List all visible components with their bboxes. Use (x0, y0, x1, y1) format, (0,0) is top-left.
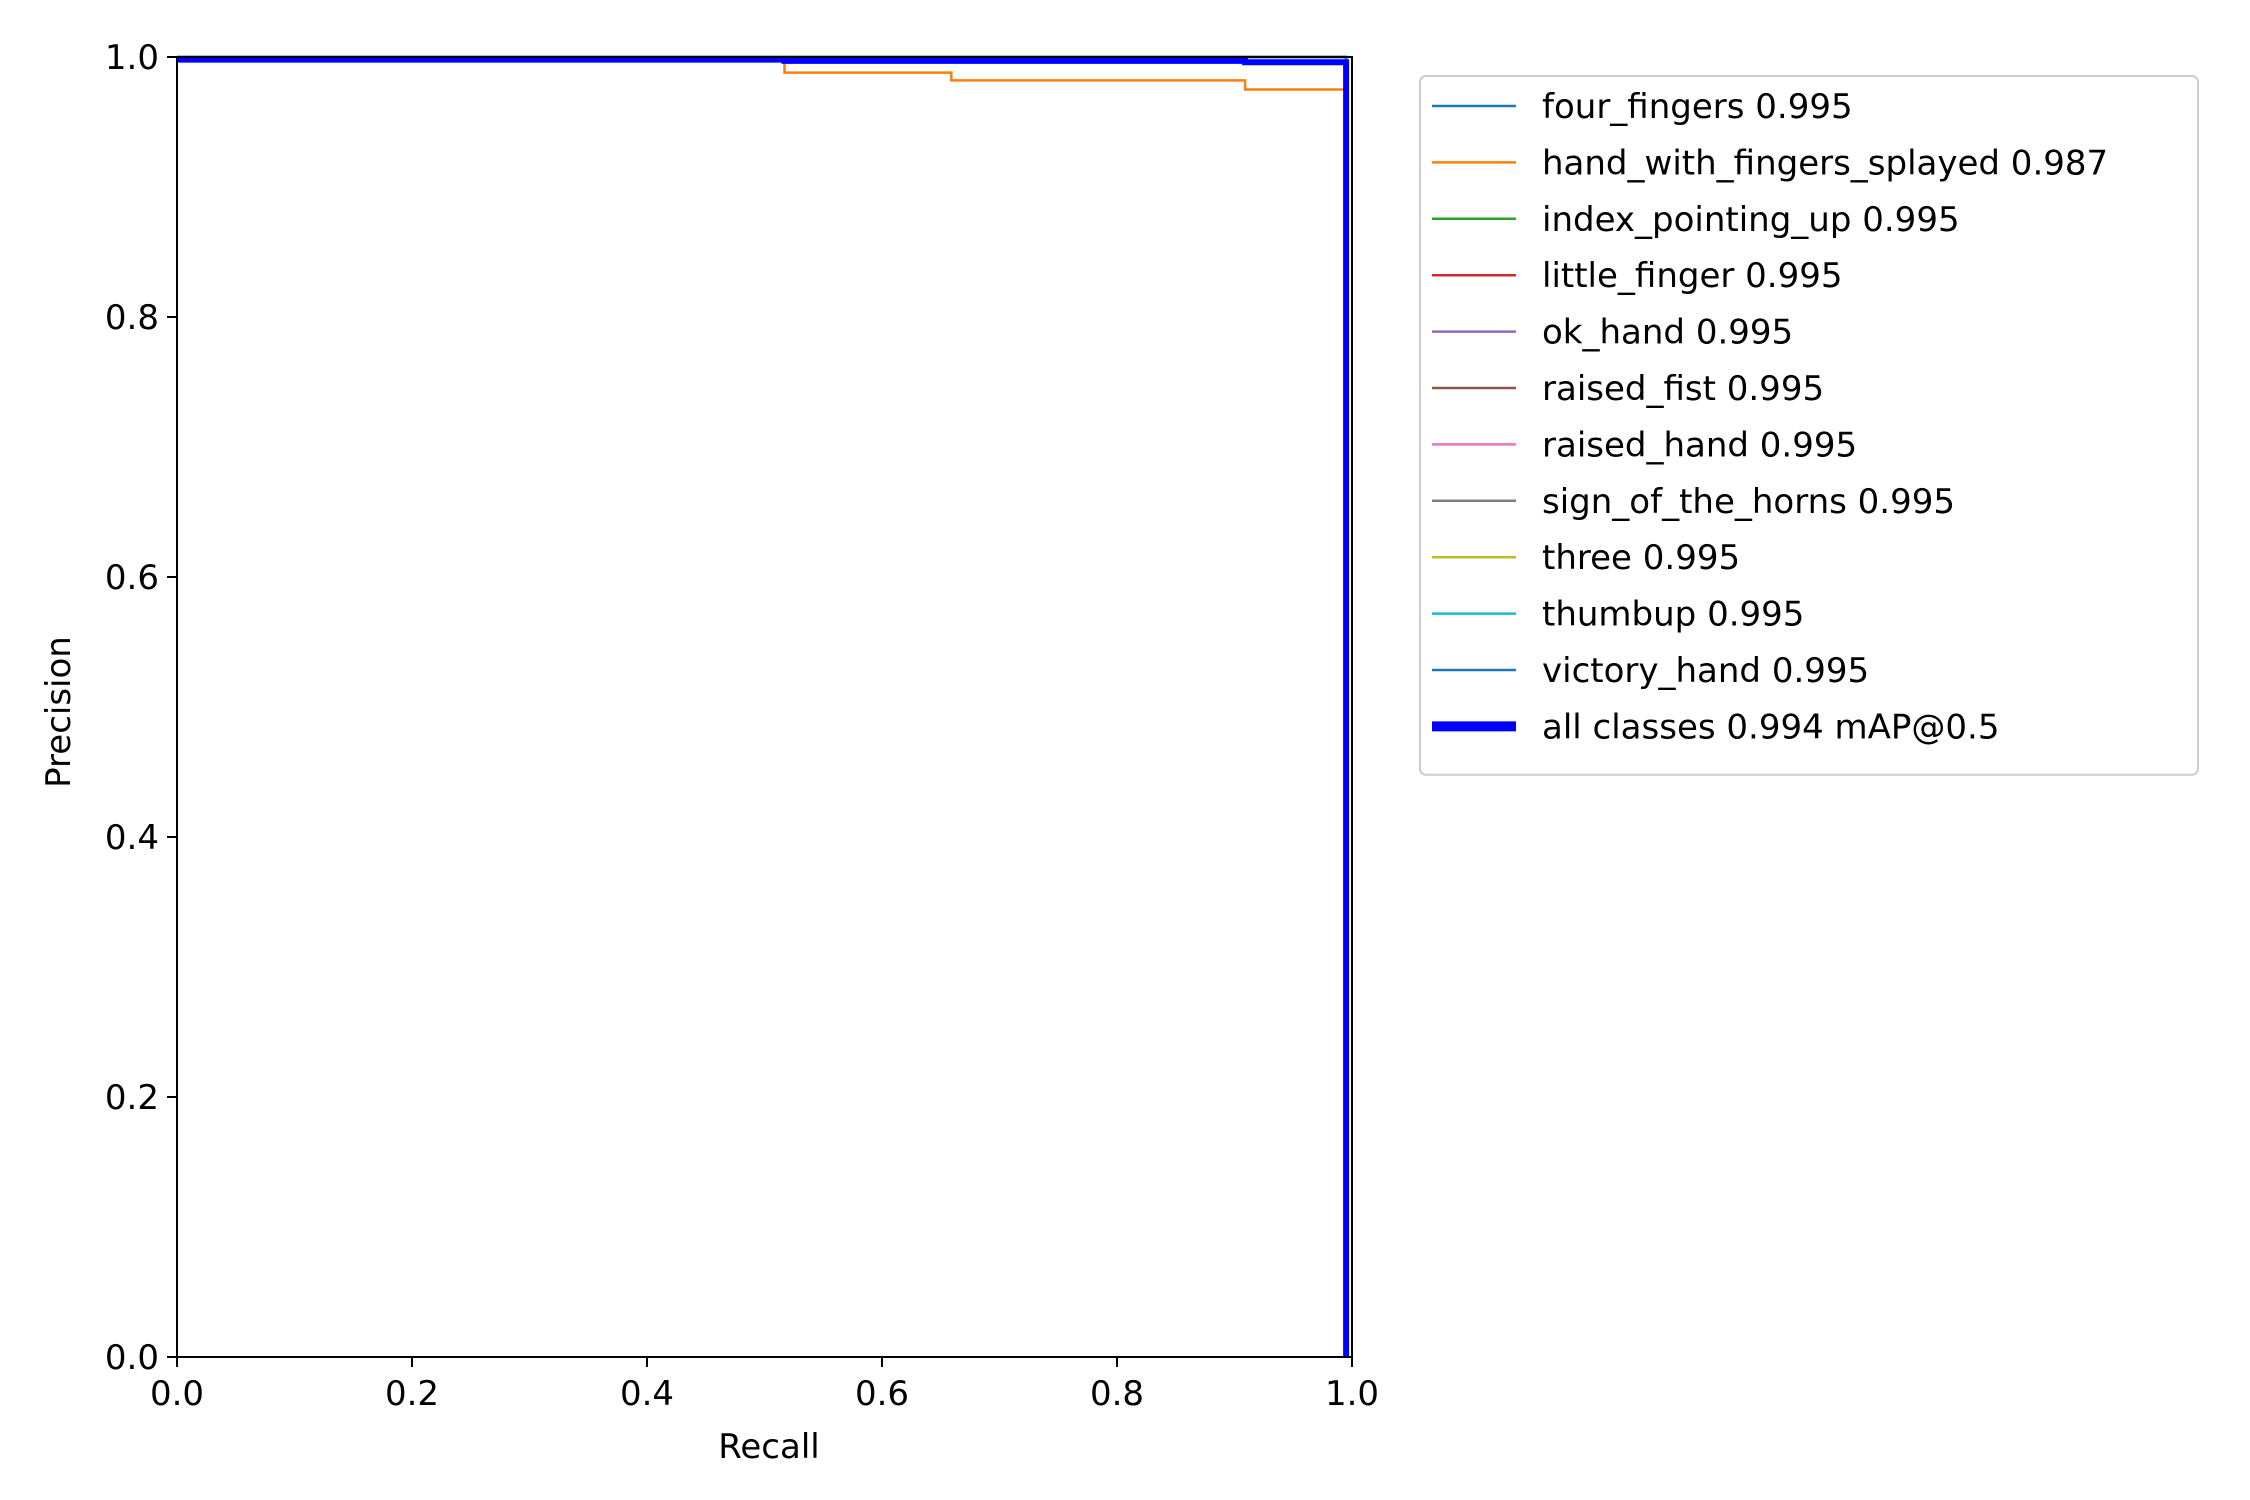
x-tick-label-0: 0.0 (150, 1374, 204, 1414)
legend-label-10: victory_hand 0.995 (1542, 651, 1869, 691)
y-tick-label-4: 0.8 (105, 298, 159, 338)
x-tick-label-5: 1.0 (1325, 1374, 1379, 1414)
legend: four_fingers 0.995 hand_with_fingers_spla… (1419, 75, 2199, 776)
x-tick-label-4: 0.8 (1090, 1374, 1144, 1414)
x-tick-label-3: 0.6 (855, 1374, 909, 1414)
legend-label-1: hand_with_fingers_splayed 0.987 (1542, 143, 2108, 183)
y-tick-label-2: 0.4 (105, 818, 159, 858)
legend-label-2: index_pointing_up 0.995 (1542, 200, 1960, 240)
legend-label-11: all classes 0.994 mAP@0.5 (1542, 707, 1999, 747)
legend-label-0: four_fingers 0.995 (1542, 87, 1853, 127)
y-tick-label-3: 0.6 (105, 558, 159, 598)
x-tick-label-1: 0.2 (385, 1374, 439, 1414)
legend-label-8: three 0.995 (1542, 538, 1740, 578)
y-tick-label-5: 1.0 (105, 38, 159, 78)
legend-box (1419, 75, 2199, 776)
x-axis-label: Recall (718, 1427, 819, 1467)
y-tick-label-0: 0.0 (105, 1338, 159, 1378)
axes-frame (176, 56, 1353, 1358)
legend-label-6: raised_hand 0.995 (1542, 425, 1857, 465)
axes: 0.0 0.2 0.4 0.6 0.8 1.0 0.0 0.2 0.4 0.6 0.8 1.0 (105, 38, 1379, 1414)
legend-label-3: little_finger 0.995 (1542, 256, 1843, 296)
legend-label-7: sign_of_the_horns 0.995 (1542, 482, 1955, 522)
y-tick-label-1: 0.2 (105, 1078, 159, 1118)
x-tick-label-2: 0.4 (620, 1374, 674, 1414)
legend-label-9: thumbup 0.995 (1542, 595, 1804, 635)
y-axis-label: Precision (39, 636, 79, 788)
legend-label-5: raised_fist 0.995 (1542, 369, 1824, 409)
series-line-11 (177, 56, 1350, 1357)
legend-label-4: ok_hand 0.995 (1542, 313, 1793, 353)
